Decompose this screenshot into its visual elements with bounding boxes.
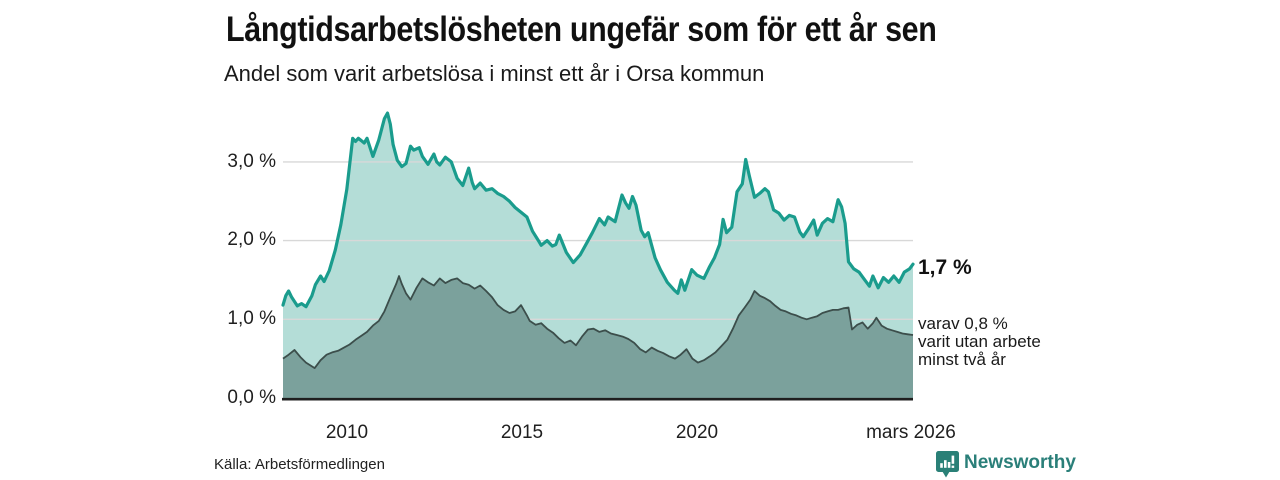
y-tick-0pct: 0,0 % (227, 387, 276, 408)
end-value-label-1yr: 1,7 % (918, 256, 972, 279)
series-line-minst-ett-ar (281, 111, 915, 309)
y-tick-3pct: 3,0 % (227, 151, 276, 172)
series-line-minst-tva-ar (282, 275, 914, 369)
newsworthy-wordmark: Newsworthy (964, 452, 1076, 473)
end-value-label-2yr-line1: varav 0,8 % (918, 314, 1008, 333)
newsworthy-brand: Newsworthy (936, 451, 1076, 480)
chart-title: Långtidsarbetslösheten ungefär som för e… (226, 10, 937, 49)
newsworthy-logo-icon (936, 451, 959, 480)
y-tick-2pct: 2,0 % (227, 229, 276, 250)
source-credit: Källa: Arbetsförmedlingen (214, 456, 385, 473)
end-value-label-2yr-line2: varit utan arbete (918, 332, 1041, 351)
end-value-label-2yr-line3: minst två år (918, 350, 1006, 369)
y-tick-1pct: 1,0 % (227, 308, 276, 329)
area-fill-minst-tva-ar (283, 276, 913, 398)
x-tick-mars-2026: mars 2026 (866, 422, 956, 443)
x-tick-2015: 2015 (500, 422, 544, 443)
x-tick-2010: 2010 (325, 422, 369, 443)
end-value-label-2yr: varav 0,8 % varit utan arbete minst två … (918, 315, 1041, 369)
x-tick-2020: 2020 (675, 422, 719, 443)
chart-subtitle: Andel som varit arbetslösa i minst ett å… (224, 61, 765, 86)
